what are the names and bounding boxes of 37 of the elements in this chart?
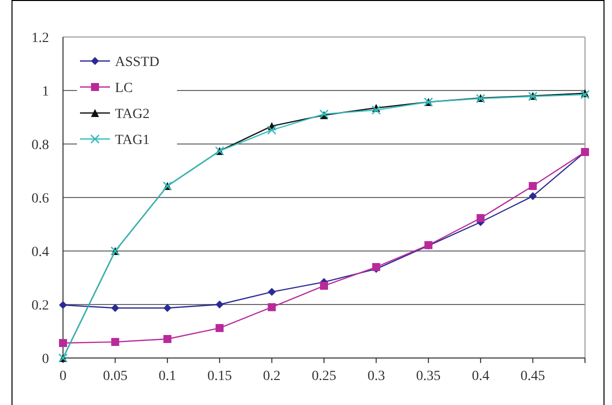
x-tick-label: 0.15 xyxy=(207,369,232,384)
y-tick-label: 1.2 xyxy=(32,31,49,46)
legend-label: ASSTD xyxy=(115,55,160,70)
point xyxy=(528,182,537,190)
x-tick-label: 0 xyxy=(60,369,66,384)
point xyxy=(268,288,276,296)
y-tick-label: 0.4 xyxy=(32,245,49,260)
point xyxy=(372,105,381,115)
point xyxy=(476,214,485,222)
point xyxy=(59,301,67,310)
y-tick-label: 0.8 xyxy=(32,138,49,153)
x-tick-label: 0.25 xyxy=(312,369,336,384)
y-tick-label: 0.6 xyxy=(32,192,49,206)
point xyxy=(163,335,172,344)
x-tick-label: 0.3 xyxy=(367,369,385,384)
point xyxy=(528,192,537,200)
point xyxy=(216,324,224,332)
point xyxy=(216,300,224,308)
y-tick-label: 1 xyxy=(42,84,49,100)
point xyxy=(268,303,276,312)
legend-label: TAG2 xyxy=(115,107,150,122)
x-tick-label: 0.45 xyxy=(520,369,546,384)
x-tick-label: 0.05 xyxy=(102,369,128,384)
x-tick-label: 0.2 xyxy=(263,369,281,384)
y-tick-label: 0.2 xyxy=(32,298,49,314)
legend-label: LC xyxy=(115,81,133,96)
point xyxy=(59,339,67,348)
point xyxy=(267,125,276,135)
point xyxy=(320,282,328,290)
legend-label: TAG1 xyxy=(115,133,150,148)
point xyxy=(111,338,120,346)
x-tick-label: 0.1 xyxy=(158,369,176,384)
x-tick-label: 0.35 xyxy=(416,369,441,384)
point xyxy=(163,304,172,312)
x-tick-label: 0.4 xyxy=(472,369,490,384)
point xyxy=(111,304,120,312)
y-tick-label: 0 xyxy=(42,352,49,367)
